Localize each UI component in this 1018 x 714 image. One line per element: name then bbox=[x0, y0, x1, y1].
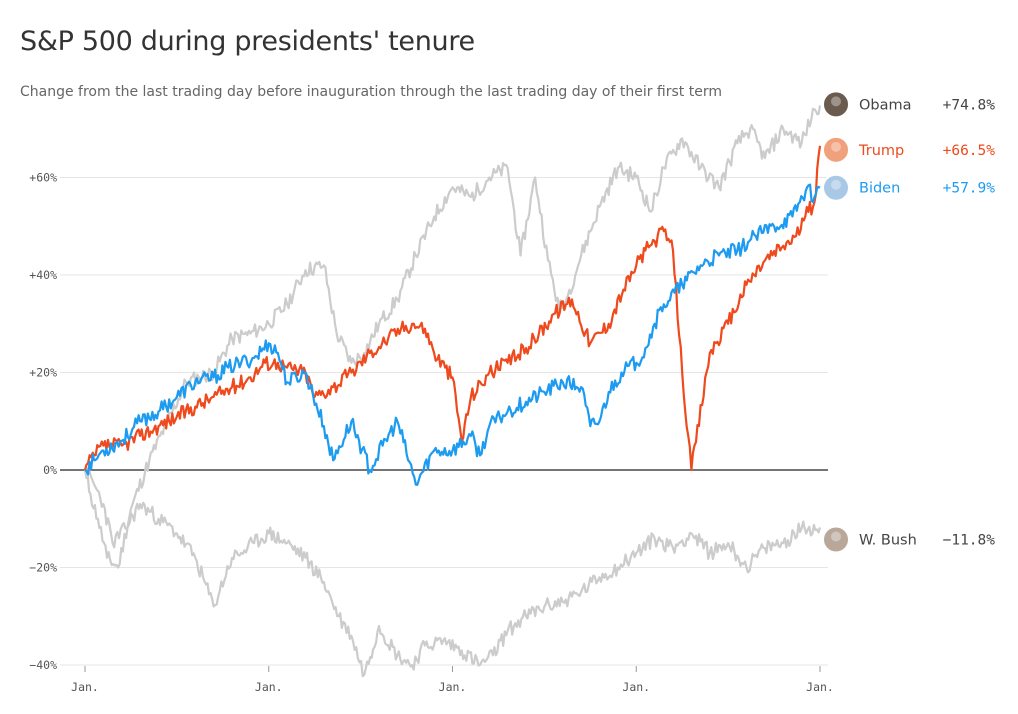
chart-subtitle: Change from the last trading day before … bbox=[20, 84, 722, 100]
end-label-biden: Biden +57.9% bbox=[822, 173, 996, 202]
x-tick-label: Jan. bbox=[439, 680, 467, 694]
series-final-value: +66.5% bbox=[943, 143, 996, 159]
x-tick-label: Jan. bbox=[71, 680, 99, 694]
series-line-obama bbox=[83, 105, 822, 569]
end-label-obama: Obama +74.8% bbox=[822, 90, 996, 119]
avatar-face bbox=[831, 531, 841, 542]
chart-title: S&P 500 during presidents' tenure bbox=[20, 26, 475, 57]
series-final-value: +57.9% bbox=[943, 181, 996, 197]
avatar-face bbox=[831, 179, 841, 190]
avatar-trump bbox=[822, 135, 850, 164]
avatar-face bbox=[831, 141, 841, 152]
x-tick-label: Jan. bbox=[806, 680, 834, 694]
x-tick-label: Jan. bbox=[255, 680, 283, 694]
series-final-value: +74.8% bbox=[943, 97, 996, 113]
series-final-value: −11.8% bbox=[943, 533, 996, 549]
y-tick-label: −20% bbox=[29, 561, 57, 575]
y-tick-label: +60% bbox=[29, 171, 57, 185]
y-tick-label: −40% bbox=[29, 658, 57, 672]
series-line-biden bbox=[84, 183, 821, 486]
end-label-w-bush: W. Bush −11.8% bbox=[822, 525, 996, 554]
x-tick-label: Jan. bbox=[622, 680, 650, 694]
series-line-trump bbox=[83, 145, 822, 472]
y-tick-label: 0% bbox=[43, 463, 57, 477]
avatar-biden bbox=[822, 173, 850, 202]
avatar-obama bbox=[822, 90, 850, 119]
series-name: Trump bbox=[858, 143, 904, 159]
y-tick-label: +20% bbox=[29, 366, 57, 380]
series-name: Obama bbox=[859, 97, 912, 113]
avatar-w-bush bbox=[822, 525, 850, 554]
series-name: W. Bush bbox=[859, 533, 917, 549]
y-tick-label: +40% bbox=[29, 268, 57, 282]
series-line-w-bush bbox=[83, 467, 822, 678]
end-label-trump: Trump +66.5% bbox=[822, 135, 996, 164]
series-name: Biden bbox=[859, 181, 900, 197]
avatar-face bbox=[831, 96, 841, 107]
